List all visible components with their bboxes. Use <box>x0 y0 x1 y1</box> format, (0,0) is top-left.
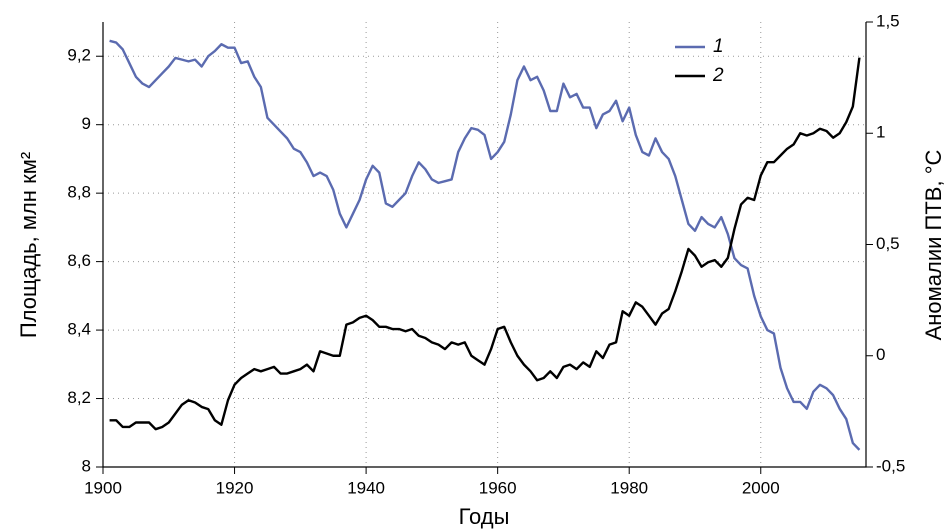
legend-label: 2 <box>712 65 724 86</box>
y2-tick-label: 1 <box>876 123 885 142</box>
x-tick-label: 1920 <box>216 478 254 497</box>
x-tick-label: 2000 <box>742 478 780 497</box>
y2-axis-title: Аномалии ПТВ, °С <box>921 149 946 340</box>
y2-tick-label: 0,5 <box>876 234 900 253</box>
y-tick-label: 8,8 <box>67 183 91 202</box>
y-tick-label: 8,2 <box>67 388 91 407</box>
y-tick-label: 8,6 <box>67 251 91 270</box>
series-line <box>109 39 861 451</box>
x-tick-label: 1940 <box>347 478 385 497</box>
y-tick-label: 8 <box>82 456 91 475</box>
y2-tick-label: 0 <box>876 345 885 364</box>
x-tick-label: 1900 <box>84 478 122 497</box>
y2-tick-label: 1,5 <box>876 11 900 30</box>
y2-tick-label: -0,5 <box>876 456 905 475</box>
axes-frame <box>102 22 867 468</box>
series-line <box>109 57 861 431</box>
y-tick-label: 8,4 <box>67 320 91 339</box>
legend-label: 1 <box>713 36 724 57</box>
y-axis-title: Площадь, млн км² <box>16 152 41 338</box>
x-tick-label: 1980 <box>610 478 648 497</box>
y-tick-label: 9,2 <box>67 46 91 65</box>
y-tick-label: 9 <box>82 114 91 133</box>
x-axis-title: Годы <box>459 504 510 529</box>
x-tick-label: 1960 <box>479 478 517 497</box>
